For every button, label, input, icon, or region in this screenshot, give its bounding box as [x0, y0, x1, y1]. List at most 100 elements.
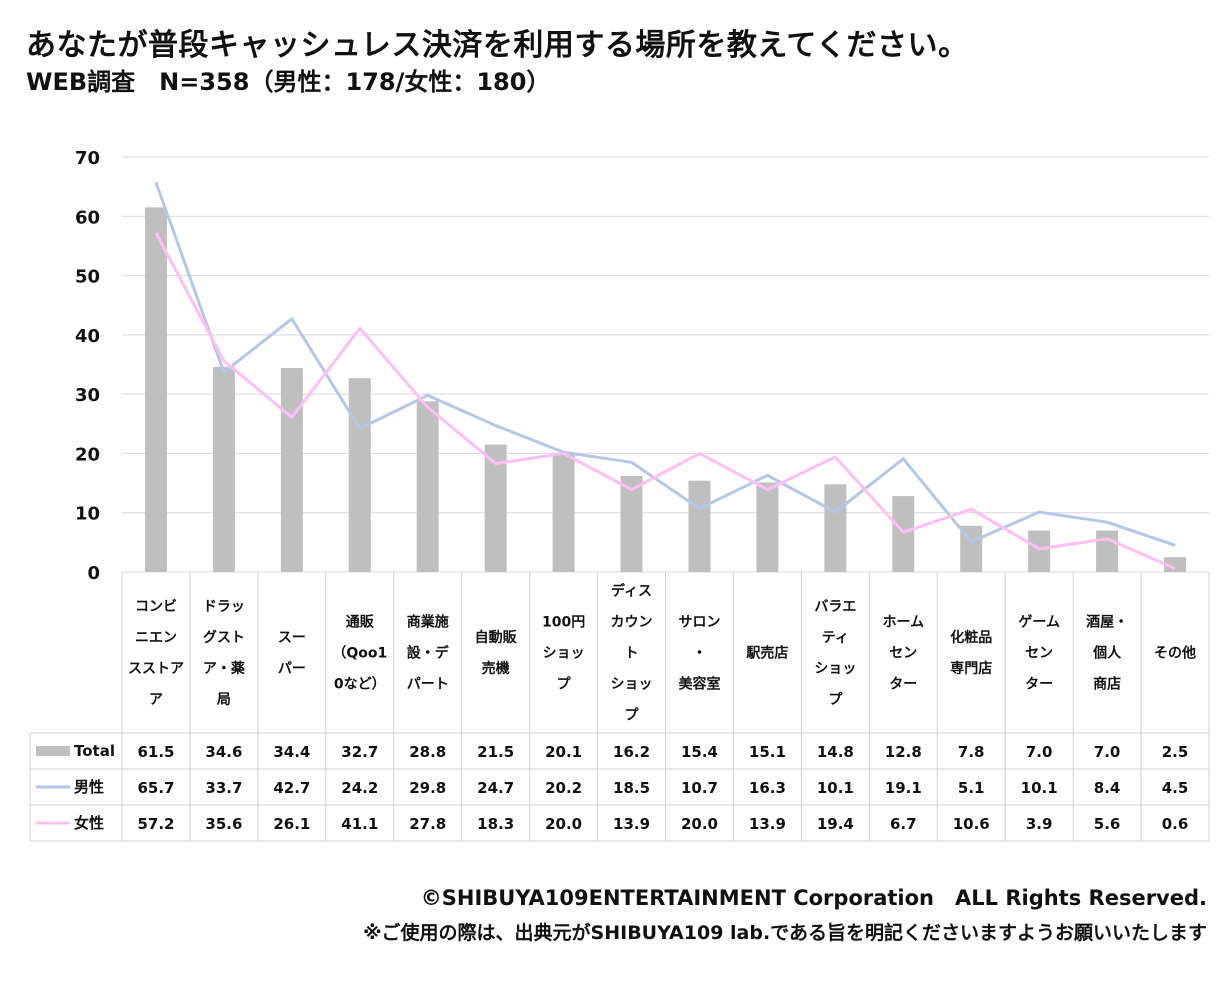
table-value: 19.4 [817, 815, 854, 833]
table-value: 20.0 [681, 815, 718, 833]
table-value: 7.0 [1026, 743, 1053, 761]
bar-total [756, 482, 779, 572]
table-value: 24.7 [477, 779, 514, 797]
table-value: 7.8 [958, 743, 985, 761]
y-tick-label: 60 [75, 207, 100, 228]
category-label: プ [625, 708, 640, 724]
category-label: ト [625, 646, 639, 662]
category-label: スストア [128, 661, 184, 677]
category-label: 100円 [542, 615, 585, 631]
table-value: 12.8 [885, 743, 922, 761]
legend-label: 男性 [74, 778, 104, 796]
category-label: 美容室 [678, 676, 720, 693]
category-label: ホーム [882, 615, 924, 631]
category-label: 局 [217, 692, 231, 708]
line-series [154, 181, 1176, 570]
y-tick-label: 20 [75, 444, 100, 465]
bar-total [212, 366, 235, 572]
category-label: 通販 [346, 614, 375, 631]
category-label: グスト [203, 629, 245, 646]
category-label: 売機 [482, 660, 510, 677]
bar-total [1164, 557, 1187, 572]
y-axis-ticks: 0 10 20 30 40 50 60 70 [75, 148, 100, 584]
table-value: 20.1 [545, 743, 582, 761]
category-label: ア・薬 [203, 660, 245, 677]
table-value: 20.0 [545, 815, 582, 833]
table-value: 14.8 [817, 743, 854, 761]
table-value: 42.7 [273, 779, 310, 797]
table-value: 3.9 [1026, 815, 1053, 833]
category-label: 酒屋・ [1086, 615, 1128, 631]
legend-label: Total [74, 742, 115, 760]
bar-total [620, 475, 643, 572]
table-value: 20.2 [545, 779, 582, 797]
category-label: プ [557, 677, 572, 693]
table-value: 61.5 [137, 743, 174, 761]
chart-subtitle: WEB調査 N=358（男性：178/女性：180） [26, 68, 551, 96]
category-label: 0など） [334, 677, 386, 693]
table-value: 2.5 [1162, 743, 1189, 761]
bar-total [1096, 530, 1119, 572]
bar-total [1028, 530, 1051, 572]
category-label: パー [278, 661, 306, 677]
y-tick-label: 50 [75, 267, 100, 288]
category-label: ティ [822, 630, 849, 646]
bar-total [824, 484, 847, 572]
table-value: 57.2 [137, 815, 174, 833]
category-label: その他 [1154, 645, 1196, 662]
table-value: 10.1 [1021, 779, 1058, 797]
table-value: 10.6 [953, 815, 990, 833]
line-male [154, 181, 1176, 547]
category-label: ア [149, 692, 163, 708]
legend-label: 女性 [74, 814, 104, 832]
table-value: 65.7 [137, 779, 174, 797]
category-label: ター [889, 677, 917, 693]
category-label: 自動販 [475, 629, 518, 646]
table-value: 15.1 [749, 743, 786, 761]
table-value: 34.4 [273, 743, 310, 761]
table-value: 6.7 [890, 815, 917, 833]
bar-total [280, 368, 303, 572]
category-label: 商店 [1093, 676, 1121, 693]
category-label: （Qoo1 [332, 646, 387, 662]
category-label: パート [407, 677, 449, 693]
category-label: 駅売店 [746, 645, 788, 662]
category-label: コンビ [135, 599, 177, 615]
category-label: ゲーム [1018, 614, 1060, 631]
table-value: 35.6 [205, 815, 242, 833]
table-value: 15.4 [681, 743, 718, 761]
table-value: 8.4 [1094, 779, 1121, 797]
bar-total [484, 444, 507, 572]
table-value: 32.7 [341, 743, 378, 761]
category-label: 設・デ [407, 645, 450, 662]
table-value: 18.5 [613, 779, 650, 797]
table-value: 29.8 [409, 779, 446, 797]
category-label: ショッ [611, 677, 653, 693]
y-tick-label: 30 [75, 385, 100, 406]
table-value: 5.1 [958, 779, 985, 797]
y-tick-label: 0 [87, 563, 100, 584]
category-label: ・ [692, 646, 706, 662]
table-value: 34.6 [205, 743, 242, 761]
category-label: ニエン [135, 630, 177, 646]
bar-total [348, 378, 371, 572]
category-label: 個人 [1092, 645, 1122, 662]
category-label: 専門店 [950, 660, 992, 677]
category-label: セン [889, 646, 917, 662]
table-value: 16.2 [613, 743, 650, 761]
category-label: スー [278, 630, 306, 646]
table-value: 19.1 [885, 779, 922, 797]
y-tick-label: 70 [75, 148, 100, 169]
table-value: 13.9 [749, 815, 786, 833]
bar-total [552, 452, 575, 572]
chart-title: あなたが普段キャッシュレス決済を利用する場所を教えてください。 [26, 28, 969, 63]
bar-total [144, 207, 167, 572]
table-value: 21.5 [477, 743, 514, 761]
table-value: 0.6 [1162, 815, 1189, 833]
table-value: 4.5 [1162, 779, 1189, 797]
table-value: 28.8 [409, 743, 446, 761]
category-label: カウン [611, 615, 653, 631]
table-value: 13.9 [613, 815, 650, 833]
